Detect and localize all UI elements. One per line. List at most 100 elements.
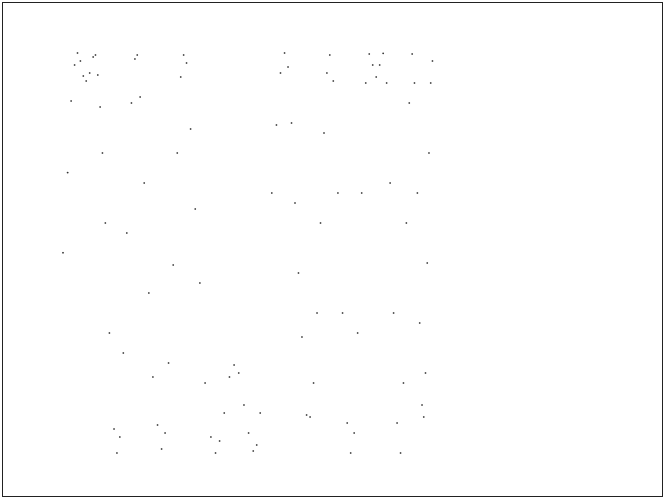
data-point (418, 322, 421, 324)
plot-frame (2, 2, 663, 497)
data-point (139, 96, 142, 98)
data-point (385, 82, 388, 84)
data-point (255, 444, 258, 446)
data-point (312, 382, 315, 384)
data-point (85, 80, 88, 82)
data-point (243, 404, 245, 406)
data-point (108, 332, 111, 334)
data-point (247, 432, 250, 434)
data-point (349, 452, 352, 454)
data-point (364, 82, 367, 84)
data-point (283, 52, 286, 54)
data-point (375, 76, 378, 78)
data-point (182, 54, 185, 56)
data-point (113, 428, 115, 430)
scatter-plot (62, 52, 434, 454)
data-point (396, 422, 398, 424)
data-point (356, 332, 359, 334)
data-point (82, 75, 85, 77)
data-point (275, 124, 278, 126)
data-point (252, 450, 255, 452)
data-point (136, 54, 139, 56)
data-point (122, 352, 125, 354)
data-point (326, 72, 328, 74)
data-point (413, 82, 416, 84)
data-point (189, 128, 192, 130)
data-point (147, 292, 150, 294)
data-point (426, 262, 429, 264)
data-point (172, 264, 175, 266)
data-point (96, 74, 99, 76)
data-point (402, 382, 405, 384)
data-point (94, 54, 97, 56)
data-point (104, 222, 107, 224)
data-point (346, 422, 349, 424)
data-point (185, 62, 188, 64)
data-point (228, 376, 231, 378)
data-point (164, 432, 166, 434)
data-point (408, 102, 411, 104)
data-point (179, 76, 182, 78)
data-point (79, 60, 82, 62)
data-point (378, 64, 381, 66)
data-point (332, 80, 335, 82)
data-point (130, 102, 133, 104)
data-point (279, 72, 282, 74)
data-point (62, 251, 64, 254)
data-point (237, 372, 240, 374)
data-point (204, 382, 207, 384)
data-point (118, 436, 121, 438)
data-point (368, 53, 371, 55)
data-point (233, 364, 236, 366)
data-point (270, 192, 273, 194)
data-point (88, 72, 91, 74)
data-point (223, 412, 226, 414)
data-point (218, 440, 221, 442)
data-point (76, 52, 79, 54)
data-point (160, 448, 163, 450)
data-point (176, 152, 179, 154)
data-point (134, 58, 136, 60)
data-point (416, 192, 419, 194)
data-point (116, 452, 118, 454)
data-point (429, 82, 432, 84)
data-point (392, 312, 395, 314)
scatter-marks (62, 52, 434, 454)
data-point (259, 412, 262, 414)
data-point (287, 66, 289, 68)
data-point (411, 53, 414, 55)
data-point (66, 171, 69, 174)
data-point (305, 414, 308, 416)
data-point (143, 182, 146, 184)
data-point (399, 452, 402, 454)
data-point (125, 232, 128, 234)
data-point (422, 416, 425, 418)
data-point (341, 312, 344, 314)
data-point (353, 432, 356, 434)
data-point (156, 424, 159, 426)
data-point (101, 152, 104, 154)
data-point (194, 208, 197, 210)
data-point (382, 52, 385, 55)
data-point (152, 376, 154, 378)
data-point (316, 312, 318, 314)
data-point (337, 192, 339, 194)
data-point (290, 122, 293, 124)
data-point (92, 56, 95, 58)
data-point (210, 436, 212, 438)
data-point (389, 182, 392, 184)
data-point (198, 282, 201, 284)
data-point (405, 222, 408, 224)
data-point (328, 54, 331, 56)
data-point (428, 152, 430, 154)
data-point (371, 64, 374, 66)
data-point (301, 336, 303, 338)
data-point (167, 362, 170, 364)
data-point (319, 222, 322, 224)
data-point (294, 202, 296, 204)
data-point (360, 192, 363, 194)
data-point (421, 404, 423, 406)
data-point (297, 272, 300, 274)
data-point (431, 60, 434, 62)
data-point (309, 416, 311, 418)
